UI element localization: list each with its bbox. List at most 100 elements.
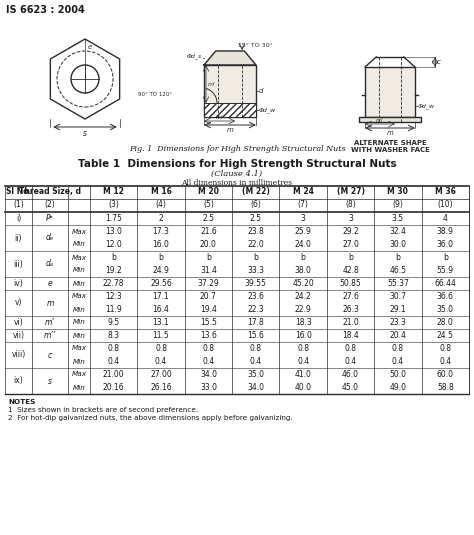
Text: 27.00: 27.00 — [150, 370, 172, 379]
Text: dₑ: dₑ — [46, 233, 54, 242]
Text: Φd_s: Φd_s — [187, 53, 202, 59]
Text: 30.0: 30.0 — [390, 240, 406, 249]
Text: (5): (5) — [203, 200, 214, 209]
Text: m': m' — [208, 81, 216, 87]
Polygon shape — [204, 51, 256, 65]
Text: 22.0: 22.0 — [247, 240, 264, 249]
Text: 24.0: 24.0 — [295, 240, 311, 249]
Text: 31.4: 31.4 — [200, 266, 217, 275]
Text: 60.0: 60.0 — [437, 370, 454, 379]
Text: 15.5: 15.5 — [200, 318, 217, 327]
Text: 24.9: 24.9 — [153, 266, 170, 275]
Text: b: b — [443, 253, 448, 262]
Text: m’’: m’’ — [44, 331, 56, 340]
Text: 17.1: 17.1 — [153, 292, 169, 301]
Text: 27.6: 27.6 — [342, 292, 359, 301]
Text: Max: Max — [72, 228, 86, 234]
Text: 17.8: 17.8 — [247, 318, 264, 327]
Text: Min: Min — [73, 307, 85, 312]
Text: Min: Min — [73, 268, 85, 273]
Text: (10): (10) — [438, 200, 453, 209]
Text: 16.0: 16.0 — [153, 240, 170, 249]
Text: (4): (4) — [155, 200, 166, 209]
Text: iii): iii) — [14, 259, 23, 269]
Text: 12.0: 12.0 — [105, 240, 122, 249]
Text: 0.8: 0.8 — [439, 344, 451, 353]
Text: 13.0: 13.0 — [105, 227, 122, 236]
Text: 33.3: 33.3 — [247, 266, 264, 275]
Text: 42.8: 42.8 — [342, 266, 359, 275]
Text: 8.3: 8.3 — [108, 331, 120, 340]
Text: 20.16: 20.16 — [103, 383, 125, 392]
Text: b: b — [348, 253, 353, 262]
Text: 3: 3 — [348, 214, 353, 223]
Text: 22.78: 22.78 — [103, 279, 125, 288]
Text: 22.9: 22.9 — [295, 305, 311, 314]
Text: 27.0: 27.0 — [342, 240, 359, 249]
Text: 11.9: 11.9 — [105, 305, 122, 314]
Text: M 16: M 16 — [151, 187, 172, 196]
Text: 19.2: 19.2 — [105, 266, 122, 275]
Text: 1.75: 1.75 — [105, 214, 122, 223]
Text: 33.0: 33.0 — [200, 383, 217, 392]
Text: (7): (7) — [298, 200, 309, 209]
Text: 17.3: 17.3 — [153, 227, 170, 236]
Text: viii): viii) — [11, 350, 26, 360]
Text: c: c — [437, 59, 441, 65]
Text: (9): (9) — [392, 200, 403, 209]
Text: Max: Max — [72, 346, 86, 351]
Text: 21.00: 21.00 — [103, 370, 125, 379]
Text: m': m' — [376, 118, 384, 123]
Text: 2  For hot-dip galvanized nuts, the above dimensions apply before galvanizing.: 2 For hot-dip galvanized nuts, the above… — [8, 415, 293, 421]
Text: 0.8: 0.8 — [155, 344, 167, 353]
Text: All dimensions in millimetres: All dimensions in millimetres — [182, 179, 292, 187]
Text: 0.4: 0.4 — [297, 357, 309, 366]
Text: (Clause 4.1): (Clause 4.1) — [211, 170, 263, 178]
Text: 23.6: 23.6 — [247, 292, 264, 301]
Text: M 30: M 30 — [388, 187, 409, 196]
Text: m: m — [227, 127, 233, 133]
Text: dₐ: dₐ — [46, 259, 54, 269]
Text: 90° TO 120°: 90° TO 120° — [138, 93, 172, 97]
Text: Max: Max — [72, 294, 86, 300]
Text: 39.55: 39.55 — [245, 279, 267, 288]
Text: M 20: M 20 — [198, 187, 219, 196]
Text: 36.6: 36.6 — [437, 292, 454, 301]
Text: (8): (8) — [345, 200, 356, 209]
Text: 15.6: 15.6 — [247, 331, 264, 340]
Text: 23.8: 23.8 — [247, 227, 264, 236]
Text: 38.9: 38.9 — [437, 227, 454, 236]
Text: 0.8: 0.8 — [108, 344, 120, 353]
Text: 29.1: 29.1 — [390, 305, 406, 314]
Text: 0.8: 0.8 — [202, 344, 214, 353]
Text: 35.0: 35.0 — [247, 370, 264, 379]
Text: m’: m’ — [45, 318, 55, 327]
Bar — [204, 103, 256, 117]
Text: 35.0: 35.0 — [437, 305, 454, 314]
Text: 46.0: 46.0 — [342, 370, 359, 379]
Text: Thread Size, d: Thread Size, d — [19, 187, 81, 196]
Text: 16.0: 16.0 — [295, 331, 311, 340]
Text: 50.85: 50.85 — [340, 279, 362, 288]
Text: ix): ix) — [14, 377, 23, 386]
Text: Max: Max — [72, 371, 86, 378]
Text: 20.0: 20.0 — [200, 240, 217, 249]
Text: 24.5: 24.5 — [437, 331, 454, 340]
Text: 18.3: 18.3 — [295, 318, 311, 327]
Text: IS 6623 : 2004: IS 6623 : 2004 — [6, 5, 85, 15]
Text: 0.4: 0.4 — [108, 357, 120, 366]
Text: 66.44: 66.44 — [434, 279, 456, 288]
Text: 11.5: 11.5 — [153, 331, 169, 340]
Text: e: e — [47, 279, 52, 288]
Text: 12.3: 12.3 — [105, 292, 122, 301]
Text: 0.8: 0.8 — [250, 344, 262, 353]
Text: b: b — [159, 253, 164, 262]
Text: s: s — [48, 377, 52, 386]
Text: 0.4: 0.4 — [250, 357, 262, 366]
Text: Fig. 1  Dimensions for High Strength Structural Nuts: Fig. 1 Dimensions for High Strength Stru… — [128, 145, 346, 153]
Text: 0.4: 0.4 — [202, 357, 215, 366]
Text: b: b — [301, 253, 306, 262]
Text: Min: Min — [73, 358, 85, 364]
Text: 0.8: 0.8 — [345, 344, 356, 353]
Text: (M 27): (M 27) — [337, 187, 365, 196]
